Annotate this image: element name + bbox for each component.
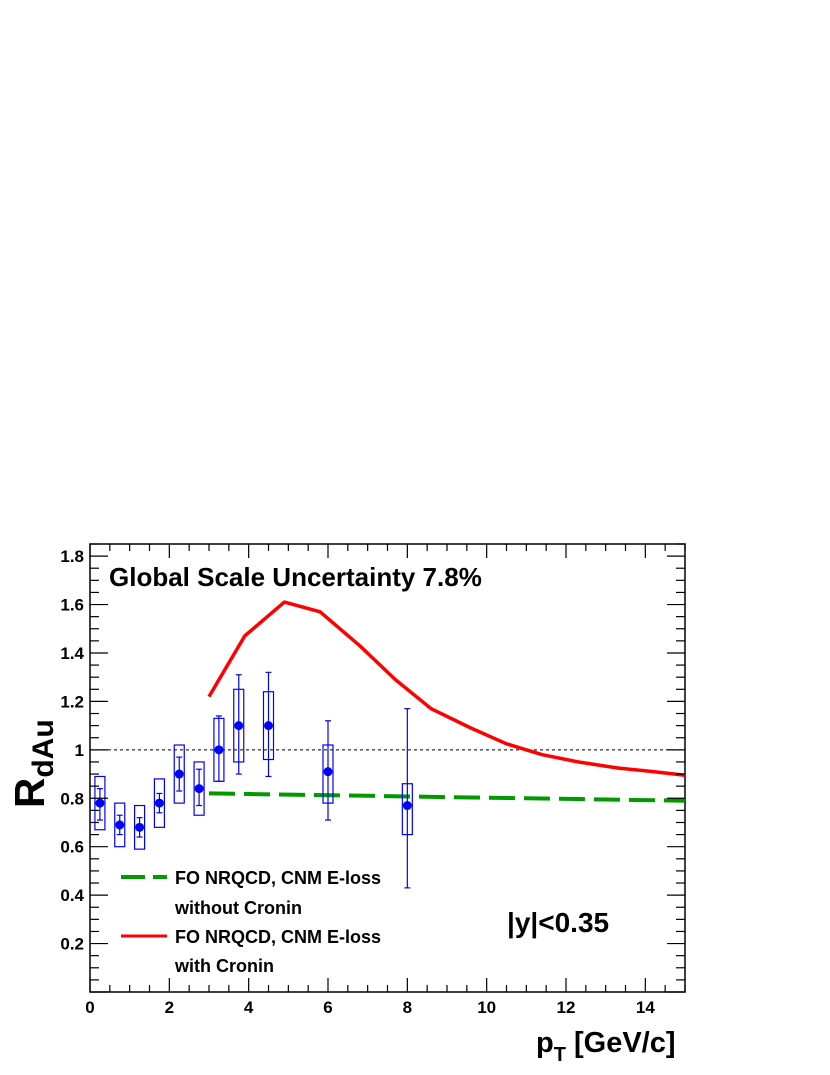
x-tick-label: 2 — [165, 998, 174, 1017]
curve-with-cronin — [207, 600, 686, 778]
x-tick-label: 10 — [477, 998, 496, 1017]
data-point — [323, 767, 333, 777]
x-axis-title-main: p — [536, 1027, 554, 1059]
x-tick-label: 6 — [323, 998, 332, 1017]
rapidity-annotation: |y|<0.35 — [507, 907, 609, 938]
data-point — [402, 801, 412, 811]
systematic-box — [193, 761, 205, 816]
data-point — [135, 822, 145, 832]
data-point — [95, 798, 105, 808]
x-axis-title-sub: T — [554, 1044, 566, 1066]
legend: FO NRQCD, CNM E-loss without Cronin FO N… — [121, 868, 381, 976]
y-axis-title-main: R — [6, 778, 53, 808]
curve-without-cronin — [208, 791, 686, 803]
y-tick-label: 0.2 — [60, 935, 84, 954]
systematic-box — [133, 804, 146, 850]
y-tick-label: 0.8 — [60, 789, 84, 808]
data-point — [214, 745, 224, 755]
x-tick-label: 14 — [636, 998, 655, 1017]
x-tick-label: 0 — [85, 998, 94, 1017]
data-point — [194, 784, 204, 794]
y-tick-label: 1 — [75, 741, 84, 760]
axis-ticks-layer: 0 2 4 6 8 10 12 14 0.2 0.4 0.6 0.8 1 1.2 1.4 1.6 1.8 — [60, 543, 686, 1017]
legend-label-with-cronin-line2: with Cronin — [174, 956, 274, 976]
y-tick-label: 1.6 — [60, 596, 84, 615]
systematic-box — [94, 775, 106, 831]
model-curves-layer — [207, 600, 686, 803]
scale-uncertainty-annotation: Global Scale Uncertainty 7.8% — [109, 562, 482, 592]
x-axis-title-unit: [GeV/c] — [566, 1027, 676, 1059]
legend-label-with-cronin-line1: FO NRQCD, CNM E-loss — [175, 927, 381, 947]
y-tick-label: 1.4 — [60, 644, 84, 663]
data-point — [115, 820, 125, 830]
data-points-layer — [94, 671, 413, 889]
legend-label-without-cronin-line1: FO NRQCD, CNM E-loss — [175, 868, 381, 888]
systematic-box — [173, 744, 185, 804]
y-axis-title: RdAu — [6, 719, 60, 808]
x-axis-title: pT [GeV/c] — [536, 1027, 676, 1066]
systematic-box — [153, 778, 166, 828]
y-tick-label: 0.6 — [60, 838, 84, 857]
legend-label-without-cronin-line2: without Cronin — [174, 898, 302, 918]
data-point — [264, 721, 273, 731]
y-tick-label: 0.4 — [60, 886, 84, 905]
data-point — [154, 798, 164, 808]
y-tick-label: 1.2 — [60, 692, 84, 711]
y-axis-title-sub: dAu — [27, 719, 60, 777]
x-tick-label: 4 — [244, 998, 254, 1017]
x-tick-label: 12 — [557, 998, 576, 1017]
data-point — [174, 769, 184, 779]
systematic-box — [114, 802, 126, 848]
y-tick-label: 1.8 — [60, 547, 84, 566]
data-point — [234, 721, 244, 731]
x-tick-label: 8 — [403, 998, 412, 1017]
